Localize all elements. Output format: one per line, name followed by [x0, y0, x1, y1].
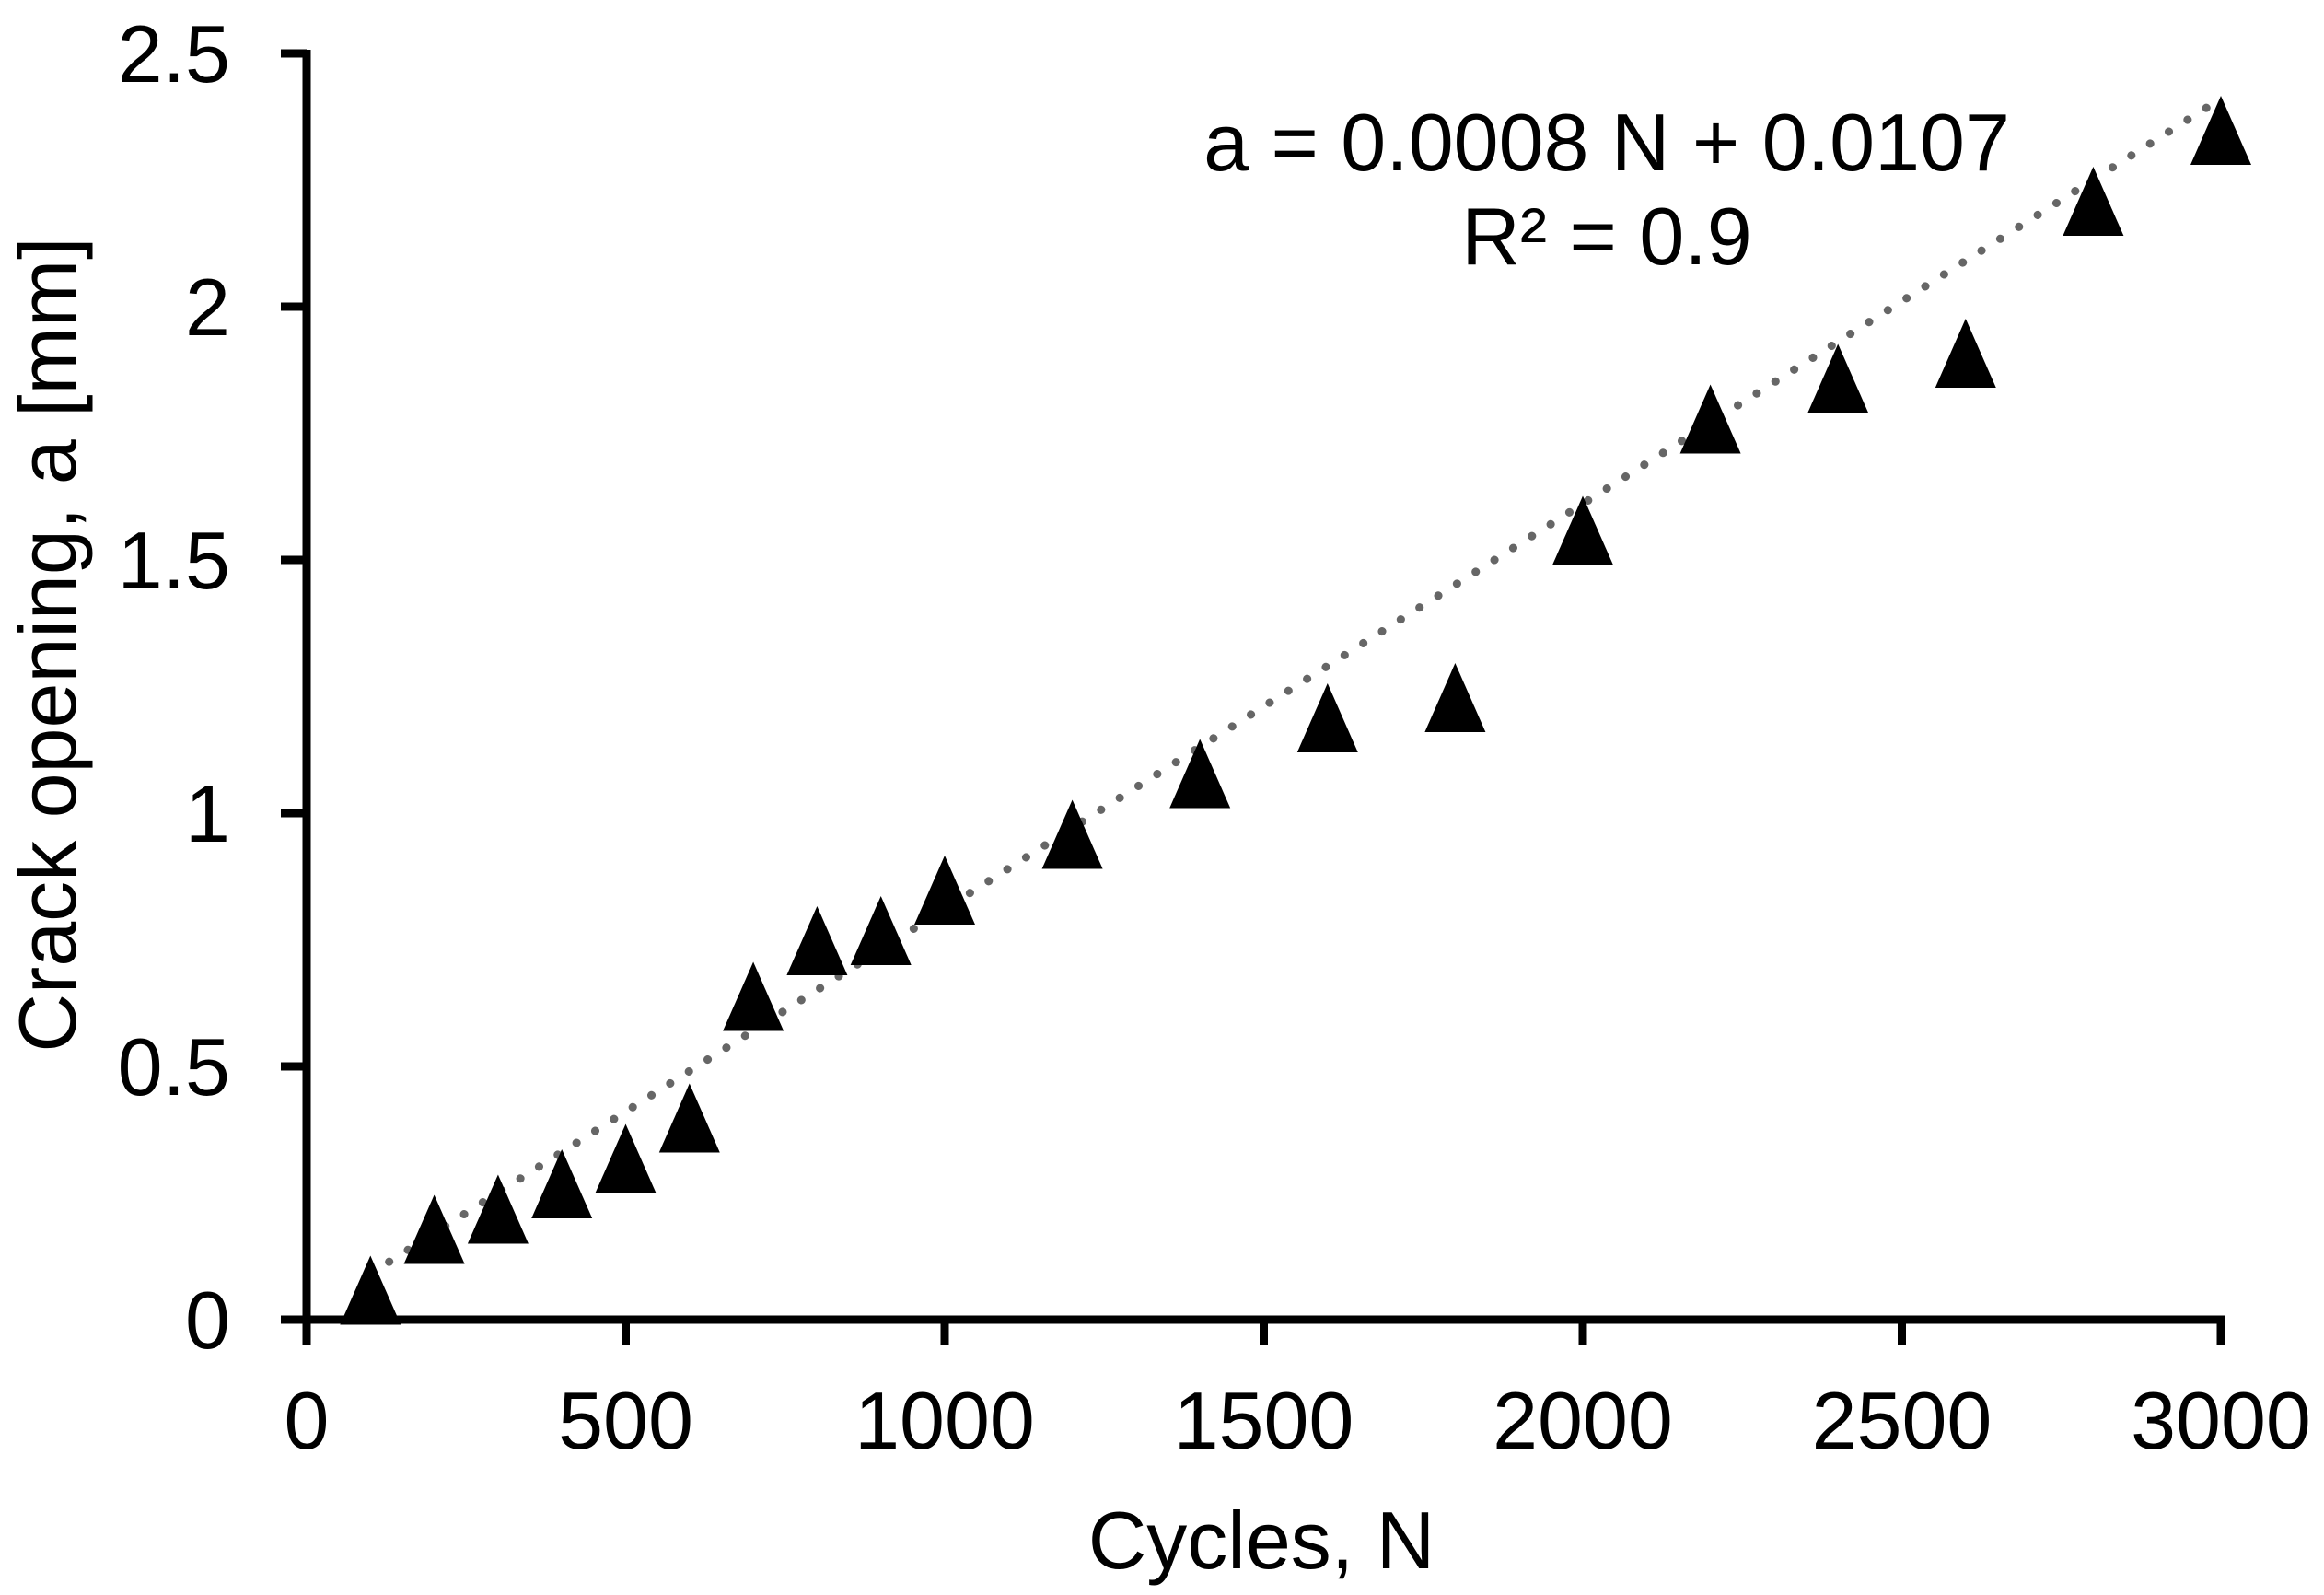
data-point: [723, 961, 784, 1031]
data-point: [914, 856, 975, 925]
y-tick-labels: 0 0.5 1 1.5 2 2.5: [118, 8, 230, 1366]
x-axis-ticks: [302, 1320, 2225, 1345]
data-point: [850, 896, 912, 965]
y-tick-label: 2: [185, 262, 230, 353]
data-point: [1935, 319, 1996, 388]
x-tick-label: 2000: [1493, 1375, 1673, 1466]
y-axis-title: Crack opening, a [mm]: [2, 237, 93, 1052]
data-point: [1424, 663, 1486, 732]
data-point: [786, 906, 848, 975]
y-tick-label: 0.5: [118, 1021, 230, 1112]
data-point: [531, 1149, 593, 1218]
y-tick-label: 2.5: [118, 8, 230, 99]
data-point: [1169, 739, 1231, 809]
x-tick-label: 2500: [1812, 1375, 1993, 1466]
data-point: [1552, 495, 1613, 565]
data-point: [595, 1123, 657, 1193]
x-tick-label: 3000: [2131, 1375, 2311, 1466]
x-tick-labels: 0 500 1000 1500 2000 2500 3000: [285, 1375, 2311, 1466]
y-tick-label: 1.5: [118, 515, 230, 606]
data-point: [2063, 167, 2124, 236]
data-point: [1041, 799, 1103, 869]
x-tick-label: 1000: [854, 1375, 1035, 1466]
trendline-r-squared: R² = 0.9: [1461, 191, 1751, 282]
x-tick-label: 500: [558, 1375, 693, 1466]
data-point: [340, 1255, 401, 1325]
data-point: [403, 1194, 465, 1264]
y-tick-label: 0: [185, 1275, 230, 1366]
data-markers: [340, 96, 2251, 1325]
y-tick-label: 1: [185, 768, 230, 859]
data-point: [658, 1083, 720, 1153]
x-tick-label: 0: [285, 1375, 330, 1466]
data-point: [1679, 384, 1741, 454]
x-axis-title: Cycles, N: [1088, 1495, 1435, 1586]
data-point: [1296, 683, 1358, 752]
data-point: [467, 1174, 529, 1244]
y-axis-ticks: [281, 49, 307, 1324]
data-point: [2190, 96, 2251, 165]
x-tick-label: 1500: [1174, 1375, 1354, 1466]
data-point: [1807, 343, 1869, 413]
trendline-equation: a = 0.0008 N + 0.0107: [1203, 97, 2010, 188]
